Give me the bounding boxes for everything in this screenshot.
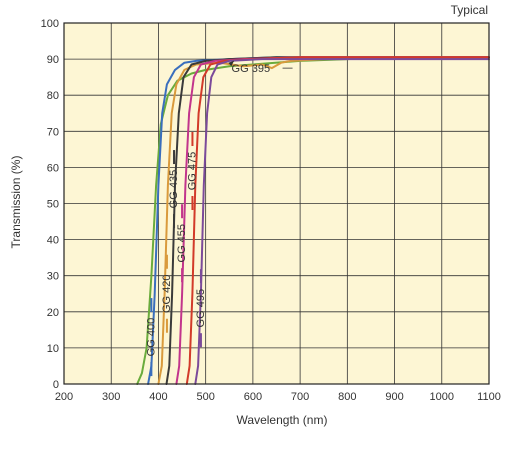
series-line-gg-495: [194, 58, 490, 385]
x-tick-label: 300: [102, 391, 120, 403]
corner-note: Typical: [451, 3, 488, 17]
x-tick-label: 1000: [430, 391, 454, 403]
y-tick-label: 30: [47, 271, 59, 283]
series-label: GG 395: [232, 63, 271, 75]
series-label: GG 400: [145, 318, 157, 357]
series-lines: [136, 56, 490, 385]
y-axis-label: Transmission (%): [9, 156, 23, 249]
y-tick-label: 100: [41, 18, 59, 30]
y-tick-label: 70: [47, 126, 59, 138]
series-label: GG 420: [161, 274, 173, 313]
series-label-arrowhead: [228, 60, 234, 67]
x-tick-label: 700: [291, 391, 309, 403]
y-tick-label: 90: [47, 54, 59, 66]
y-tick-label: 80: [47, 90, 59, 102]
x-tick-label: 600: [244, 391, 262, 403]
series-labels: GG 395 GG 400 GG 420 GG 435 GG 455 GG 475 GG 4…: [145, 60, 293, 377]
series-label: GG 475: [186, 152, 198, 191]
y-tick-label: 0: [53, 379, 59, 391]
series-label: GG 495: [195, 289, 207, 328]
series-label: GG 435: [168, 170, 180, 209]
y-tick-label: 60: [47, 162, 59, 174]
series-label: GG 455: [176, 224, 188, 263]
x-tick-label: 500: [196, 391, 214, 403]
x-tick-label: 400: [149, 391, 167, 403]
x-tick-label: 900: [385, 391, 403, 403]
y-tick-label: 50: [47, 199, 59, 211]
axis-tick-labels: 200 300 400 500 600 700 800 900 1000 1100 0 10 20 30 4…: [41, 18, 501, 403]
x-tick-label: 200: [55, 391, 73, 403]
y-tick-label: 10: [47, 343, 59, 355]
x-tick-label: 800: [338, 391, 356, 403]
x-axis-label: Wavelength (nm): [237, 413, 328, 427]
plot-area-border: [63, 22, 490, 385]
x-tick-label: 1100: [477, 391, 501, 403]
y-tick-label: 20: [47, 307, 59, 319]
y-tick-label: 40: [47, 235, 59, 247]
